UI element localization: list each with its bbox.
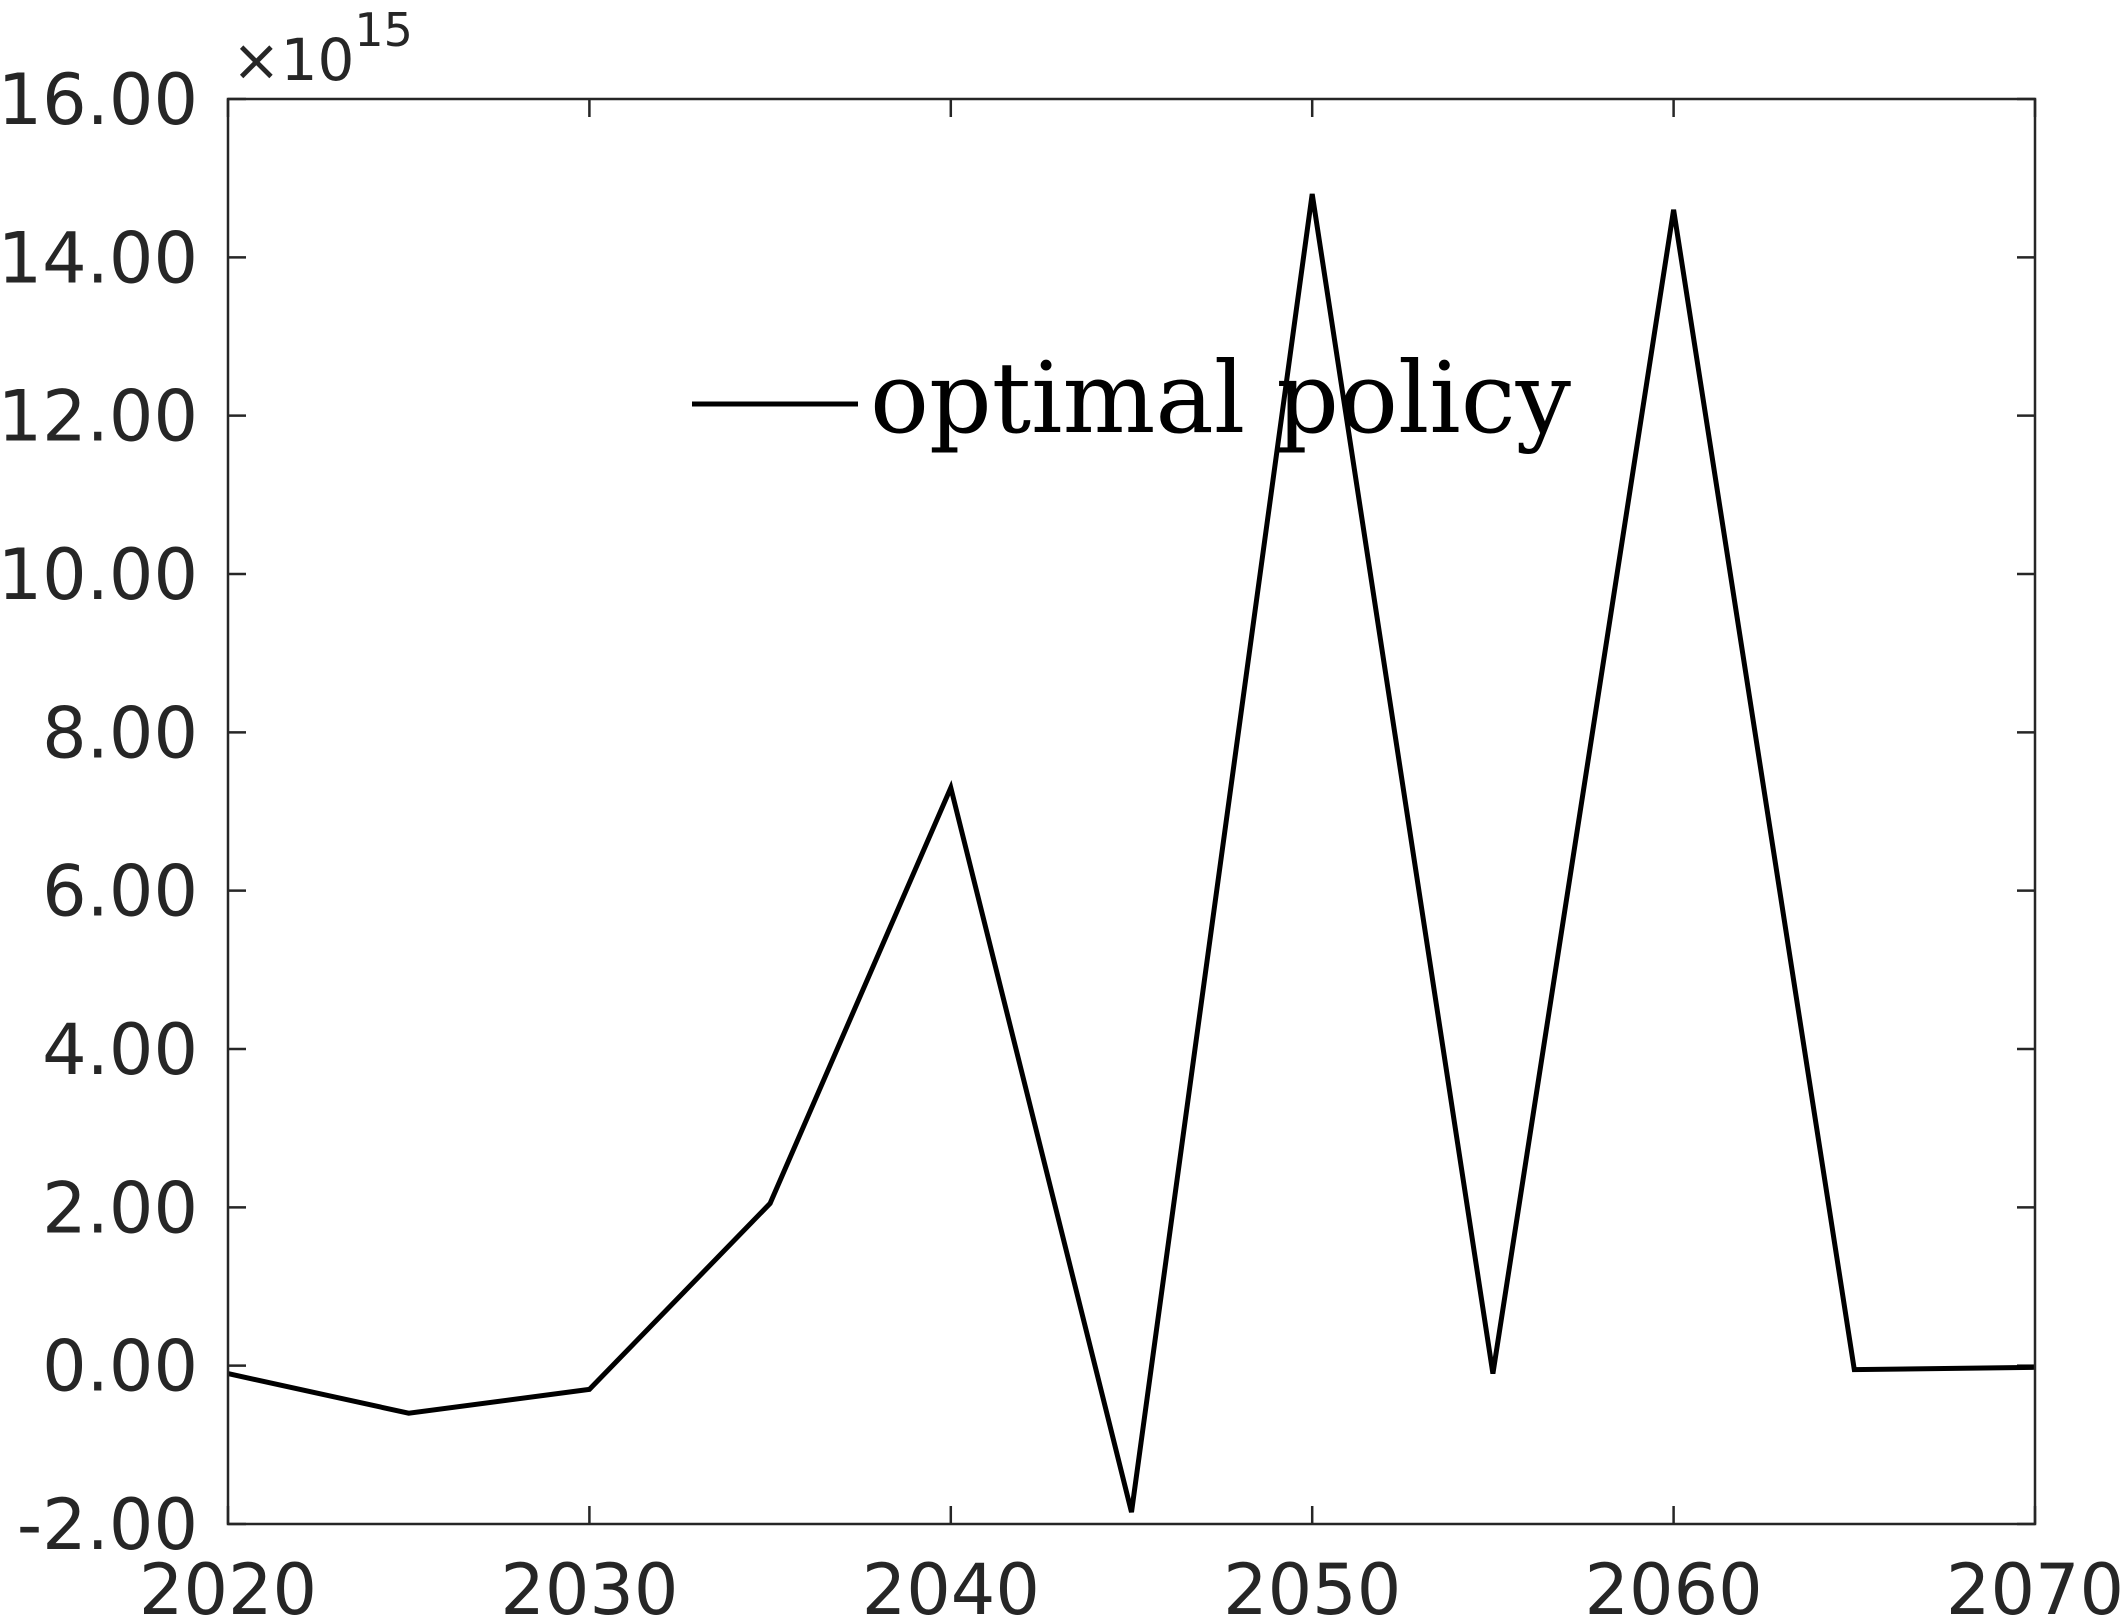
y-tick-label: 12.00 bbox=[0, 376, 198, 458]
x-tick-label: 2070 bbox=[1946, 1549, 2124, 1622]
y-tick-label: 10.00 bbox=[0, 534, 198, 616]
plot-frame bbox=[226, 97, 2037, 1526]
series-line-optimal-policy bbox=[227, 193, 2036, 1513]
multiplier-base: ×10 bbox=[232, 26, 354, 94]
x-tick-label: 2020 bbox=[139, 1549, 317, 1622]
y-tick-label: -2.00 bbox=[17, 1484, 198, 1566]
y-tick-label: 0.00 bbox=[42, 1326, 198, 1408]
legend-label-optimal-policy: optimal policy bbox=[870, 342, 1572, 456]
multiplier-exponent: 15 bbox=[354, 3, 413, 57]
x-axis-tick-labels: 2020 2030 2040 2050 2060 2070 bbox=[139, 1549, 2124, 1622]
y-tick-label: 14.00 bbox=[0, 217, 198, 299]
legend: optimal policy bbox=[692, 342, 1572, 456]
x-tick-label: 2030 bbox=[500, 1549, 678, 1622]
y-axis-tick-labels: -2.00 0.00 2.00 4.00 6.00 8.00 10.00 12.00 14.00… bbox=[0, 59, 198, 1566]
plot-background bbox=[228, 99, 2035, 1524]
y-tick-label: 4.00 bbox=[42, 1009, 198, 1091]
x-tick-label: 2050 bbox=[1223, 1549, 1401, 1622]
y-tick-label: 16.00 bbox=[0, 59, 198, 141]
y-tick-label: 8.00 bbox=[42, 692, 198, 774]
x-tick-label: 2040 bbox=[862, 1549, 1040, 1622]
y-tick-label: 2.00 bbox=[42, 1167, 198, 1249]
x-tick-label: 2060 bbox=[1585, 1549, 1763, 1622]
y-tick-label: 6.00 bbox=[42, 851, 198, 933]
y-multiplier-label: ×1015 bbox=[232, 3, 413, 94]
